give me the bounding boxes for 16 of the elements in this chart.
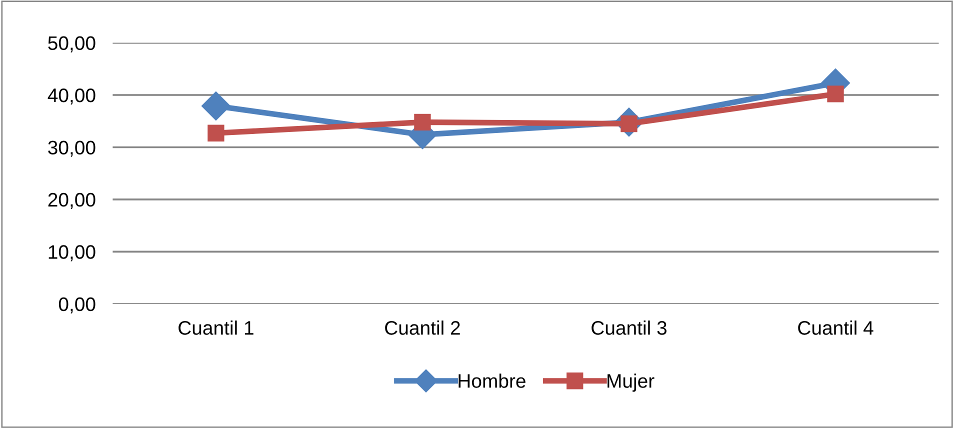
- x-tick-label: Cuantil 2: [385, 320, 460, 335]
- x-tick-label: Cuantil 3: [592, 320, 667, 335]
- y-tick-label: 0,00: [58, 297, 96, 314]
- legend-label: Hombre: [458, 374, 526, 388]
- x-tick-label: Cuantil 1: [178, 320, 254, 335]
- point: [202, 92, 230, 120]
- point: [414, 114, 431, 130]
- y-tick-label: 30,00: [48, 140, 96, 157]
- x-tick-label: Cuantil 4: [798, 320, 874, 335]
- legend-label: Mujer: [608, 374, 654, 392]
- y-tick-label: 20,00: [48, 192, 96, 209]
- y-tick-label: 50,00: [48, 36, 96, 52]
- point: [827, 86, 844, 102]
- y-tick-label: 40,00: [48, 88, 96, 105]
- y-tick-label: 10,00: [48, 245, 96, 262]
- point: [208, 124, 224, 142]
